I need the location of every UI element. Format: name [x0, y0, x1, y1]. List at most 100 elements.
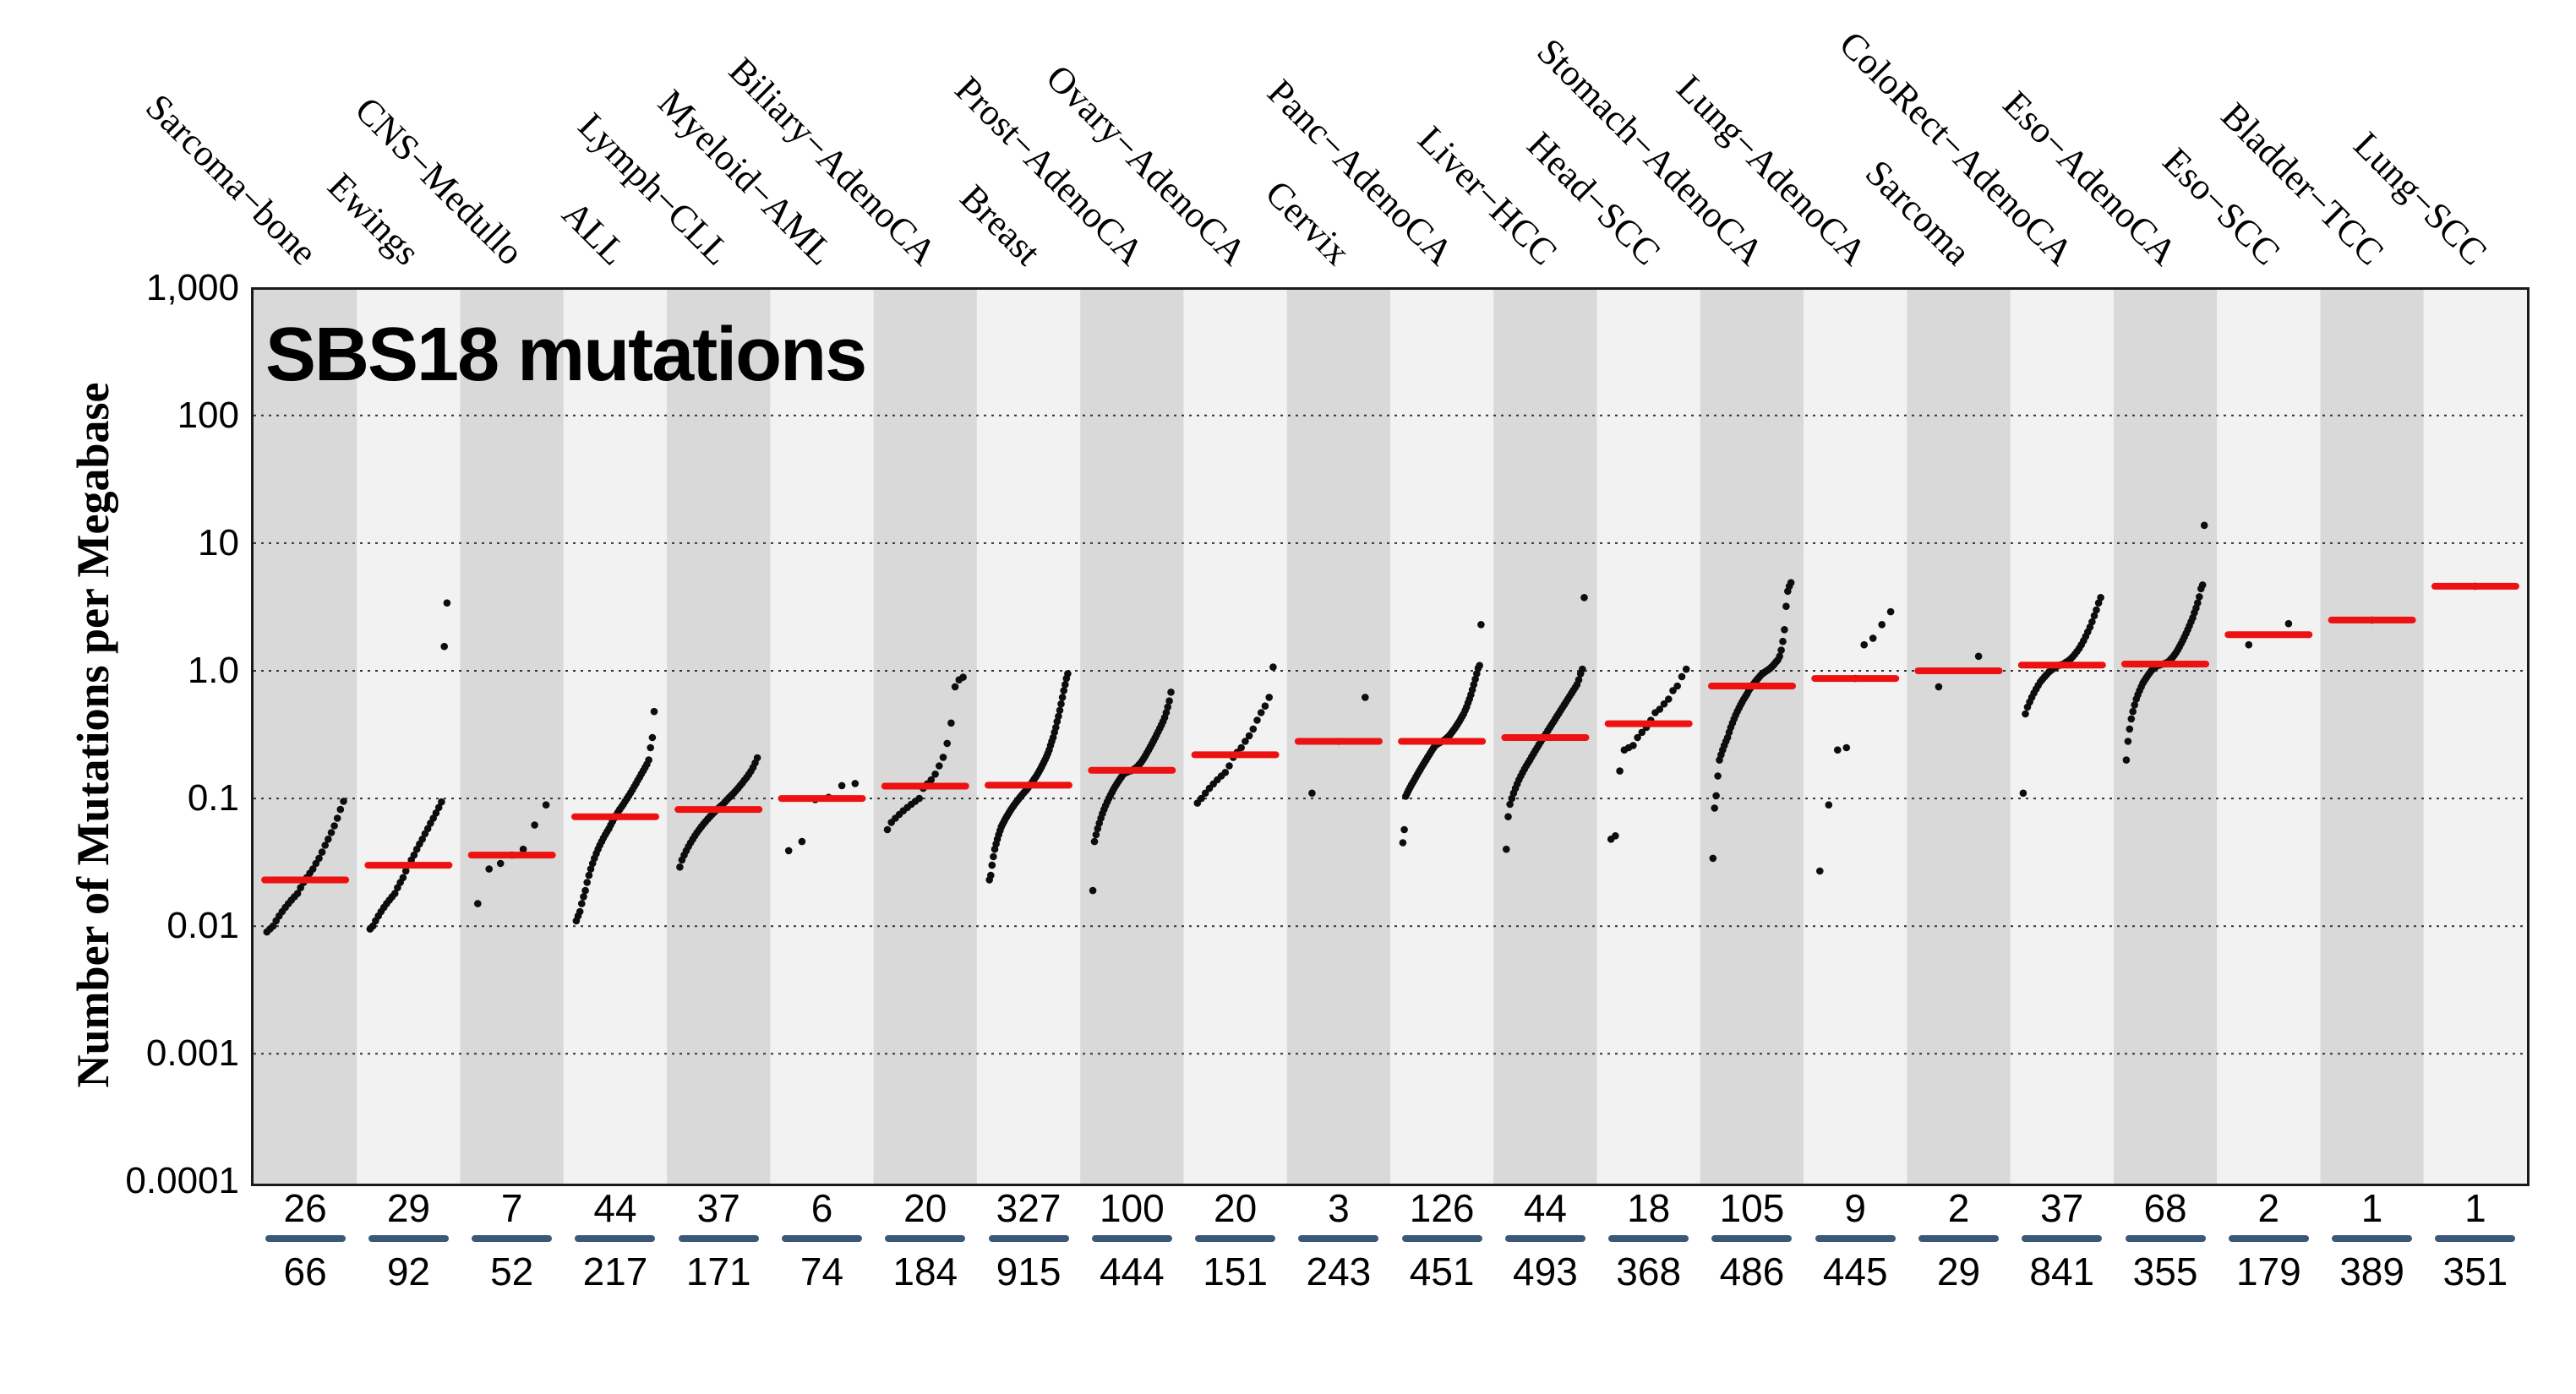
separator-dash [2332, 1235, 2413, 1242]
band-Stomach−AdenoCA [1700, 290, 1804, 1184]
sample-dot [410, 851, 418, 859]
sample-dot [1629, 742, 1637, 749]
sample-dot [2284, 619, 2293, 628]
signature-sample-count: 3 [1328, 1186, 1350, 1230]
sample-dot [931, 771, 939, 778]
sample-dot [1058, 694, 1067, 701]
band-Ovary−AdenoCA [1183, 290, 1287, 1184]
sample-dot [2097, 594, 2104, 602]
signature-sample-count: 1 [2360, 1186, 2383, 1230]
signature-sample-count: 37 [696, 1186, 740, 1230]
total-sample-count: 351 [2442, 1250, 2508, 1293]
sample-dot [1842, 743, 1851, 752]
sample-dot [883, 825, 892, 834]
sample-dot [423, 825, 432, 833]
band-Myeloid−AML [770, 290, 874, 1184]
sample-dot [951, 683, 959, 691]
sample-dot [542, 801, 550, 809]
sample-dot [1935, 683, 1943, 691]
sample-dot [1669, 687, 1677, 694]
separator-dash [2435, 1235, 2516, 1242]
sample-dot [321, 841, 329, 849]
sample-dot [647, 743, 654, 752]
signature-sample-count: 20 [1213, 1186, 1258, 1230]
signature-sample-count: 1 [2464, 1186, 2486, 1230]
column-Prost−AdenoCA [1088, 689, 1176, 895]
total-sample-count: 74 [800, 1250, 844, 1293]
signature-sample-count: 327 [996, 1186, 1062, 1230]
column-Eso−AdenoCA [2121, 521, 2209, 764]
separator-dash [2022, 1235, 2103, 1242]
sample-dot [1781, 626, 1788, 634]
signature-sample-count: 37 [2040, 1186, 2084, 1230]
plot-area: SBS18 mutations [251, 287, 2530, 1186]
separator-dash [472, 1235, 553, 1242]
sample-dot [1779, 637, 1787, 645]
column-label-Panc−AdenoCA: Panc−AdenoCA [1259, 71, 1462, 274]
sample-dot [293, 890, 302, 897]
band-Head−SCC [1596, 290, 1700, 1184]
total-sample-count: 355 [2132, 1250, 2198, 1293]
sample-dot [798, 837, 806, 846]
sample-dot [1860, 640, 1868, 649]
sample-dot [1064, 670, 1072, 678]
sample-dot [1057, 700, 1065, 708]
column-Lymph−CLL [674, 754, 763, 871]
sample-dot [2126, 725, 2134, 733]
total-sample-count: 486 [1719, 1250, 1785, 1293]
sample-dot [1660, 700, 1668, 708]
sample-dot [587, 865, 595, 873]
sample-dot [434, 803, 443, 812]
column-label-ALL: ALL [554, 193, 636, 274]
column-ALL [571, 707, 659, 925]
sample-dot [1656, 705, 1664, 713]
total-sample-count: 451 [1409, 1250, 1475, 1293]
band-Eso−SCC [2217, 290, 2321, 1184]
separator-dash [1815, 1235, 1896, 1242]
sample-dot [1062, 681, 1069, 689]
sample-dot [1714, 772, 1722, 780]
sample-dot [2200, 521, 2208, 530]
sample-dot [645, 756, 652, 764]
band-Biliary−AdenoCA [873, 290, 977, 1184]
band-Lung−AdenoCA [1804, 290, 1907, 1184]
y-tick-0.001: 0.001 [145, 1032, 239, 1075]
total-sample-count: 445 [1822, 1250, 1888, 1293]
y-tick-1,000: 1,000 [145, 266, 239, 308]
sample-dot [576, 907, 584, 916]
separator-dash [1711, 1235, 1793, 1242]
total-sample-count: 915 [996, 1250, 1062, 1293]
column-Cervix [1294, 694, 1383, 798]
sample-dot [2131, 701, 2138, 709]
sample-dot [1092, 830, 1100, 839]
column-Ewings [364, 599, 453, 933]
signature-sample-count: 44 [593, 1186, 637, 1230]
sample-dot [2129, 707, 2137, 716]
total-sample-count: 493 [1513, 1250, 1578, 1293]
column-Panc−AdenoCA [1398, 621, 1487, 847]
sample-dot [1575, 676, 1583, 683]
y-tick-1.0: 1.0 [187, 650, 239, 691]
sample-dot [1709, 854, 1717, 863]
sample-dot [432, 809, 440, 817]
y-tick-10: 10 [198, 521, 239, 564]
band-Eso−AdenoCA [2113, 290, 2218, 1184]
sample-dot [1616, 767, 1624, 775]
sample-dot [401, 867, 410, 875]
sample-dot [987, 871, 995, 879]
signature-sample-count: 9 [1844, 1186, 1867, 1230]
sample-dot [1612, 832, 1619, 840]
signature-sample-count: 6 [810, 1186, 833, 1230]
sample-dot [1245, 732, 1253, 740]
sample-dot [947, 719, 955, 727]
total-sample-count: 52 [490, 1250, 534, 1293]
separator-dash [2228, 1235, 2309, 1242]
separator-dash [1401, 1235, 1482, 1242]
column-Lung−AdenoCA [1811, 607, 1900, 875]
signature-sample-count: 18 [1627, 1186, 1671, 1230]
sample-dot [2019, 789, 2028, 798]
sample-dot [443, 599, 451, 607]
sample-dot [578, 900, 586, 907]
y-axis-title: Number of Mutations per Megabase [68, 382, 118, 1088]
